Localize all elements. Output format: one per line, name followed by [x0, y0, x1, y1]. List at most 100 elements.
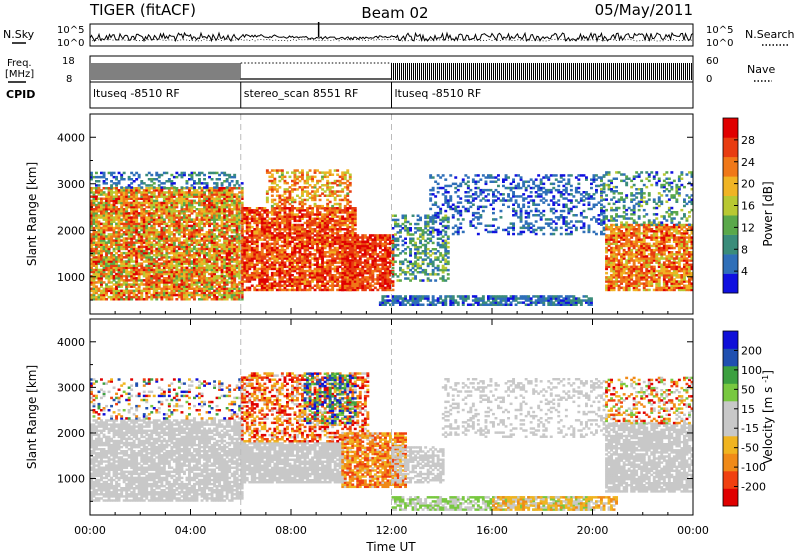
heatmap-cell: [122, 270, 126, 274]
heatmap-cell: [135, 222, 139, 226]
heatmap-cell: [117, 201, 121, 205]
heatmap-cell: [253, 232, 257, 235]
heatmap-cell: [142, 228, 146, 232]
heatmap-cell: [137, 291, 141, 295]
heatmap-cell: [293, 259, 297, 262]
heatmap-cell: [120, 274, 124, 278]
heatmap-cell: [147, 295, 151, 299]
heatmap-cell: [167, 199, 171, 203]
heatmap-cell: [341, 228, 345, 231]
heatmap-cell: [135, 191, 139, 194]
heatmap-cell: [117, 289, 121, 293]
heatmap-cell: [175, 171, 179, 175]
heatmap-cell: [240, 261, 244, 264]
heatmap-cell: [341, 219, 345, 223]
heatmap-cell: [147, 281, 151, 284]
heatmap-cell: [140, 193, 144, 196]
heatmap-cell: [230, 222, 234, 226]
heatmap-cell: [97, 208, 101, 211]
heatmap-cell: [183, 249, 186, 253]
heatmap-cell: [175, 289, 179, 293]
heatmap-cell: [326, 223, 330, 227]
heatmap-cell: [150, 201, 154, 205]
heatmap-cell: [311, 217, 315, 220]
heatmap-cell: [185, 203, 189, 207]
heatmap-cell: [311, 236, 315, 239]
heatmap-cell: [110, 220, 114, 223]
heatmap-cell: [115, 262, 119, 265]
heatmap-cell: [288, 271, 292, 275]
heatmap-cell: [167, 298, 171, 301]
heatmap-cell: [308, 288, 312, 292]
heatmap-cell: [288, 219, 292, 223]
heatmap-cell: [321, 240, 325, 243]
heatmap-cell: [218, 208, 222, 211]
heatmap-cell: [185, 277, 189, 280]
heatmap-cell: [170, 249, 174, 253]
heatmap-cell: [326, 280, 330, 283]
heatmap-cell: [167, 293, 171, 297]
heatmap-cell: [142, 254, 146, 257]
heatmap-cell: [353, 255, 357, 258]
heatmap-cell: [155, 222, 159, 226]
heatmap-cell: [288, 276, 292, 279]
heatmap-cell: [321, 215, 325, 218]
heatmap-cell: [140, 191, 144, 194]
heatmap-cell: [97, 205, 101, 209]
heatmap-cell: [145, 251, 149, 255]
heatmap-cell: [130, 272, 134, 276]
heatmap-cell: [175, 197, 179, 200]
heatmap-cell: [306, 194, 310, 197]
heatmap-cell: [210, 235, 214, 238]
heatmap-cell: [270, 173, 274, 176]
heatmap-cell: [208, 277, 212, 280]
heatmap-cell: [115, 272, 119, 276]
heatmap-cell: [175, 214, 179, 217]
heatmap-cell: [165, 224, 169, 228]
heatmap-cell: [155, 231, 159, 234]
heatmap-cell: [157, 210, 161, 213]
heatmap-cell: [326, 274, 330, 277]
heatmap-cell: [218, 178, 222, 181]
heatmap-cell: [316, 261, 320, 264]
heatmap-cell: [112, 268, 116, 272]
heatmap-cell: [210, 214, 214, 217]
heatmap-cell: [321, 280, 325, 283]
heatmap-cell: [218, 258, 222, 261]
heatmap-cell: [303, 213, 307, 216]
heatmap-cell: [203, 243, 207, 246]
heatmap-cell: [323, 171, 327, 174]
heatmap-cell: [323, 184, 327, 187]
heatmap-cell: [167, 243, 171, 246]
heatmap-cell: [193, 205, 196, 209]
heatmap-cell: [90, 258, 93, 261]
heatmap-cell: [283, 274, 287, 277]
heatmap-cell: [280, 221, 284, 225]
heatmap-cell: [311, 196, 315, 200]
heatmap-cell: [278, 234, 282, 237]
heatmap-cell: [210, 233, 214, 236]
heatmap-cell: [308, 215, 312, 218]
heatmap-cell: [273, 209, 277, 212]
heatmap-cell: [115, 208, 119, 211]
heatmap-cell: [90, 212, 93, 215]
heatmap-cell: [225, 247, 229, 251]
heatmap-cell: [238, 222, 242, 226]
heatmap-cell: [298, 257, 302, 260]
heatmap-cell: [288, 234, 292, 237]
heatmap-cell: [225, 173, 229, 177]
heatmap-cell: [127, 237, 131, 240]
heatmap-cell: [92, 241, 96, 244]
heatmap-cell: [308, 261, 312, 264]
heatmap-cell: [298, 219, 302, 223]
heatmap-cell: [203, 281, 207, 284]
heatmap-cell: [291, 179, 294, 183]
heatmap-cell: [245, 242, 249, 246]
heatmap-cell: [162, 264, 166, 267]
heatmap-cell: [130, 289, 134, 293]
heatmap-cell: [193, 291, 196, 295]
heatmap-cell: [92, 298, 96, 301]
heatmap-cell: [318, 204, 322, 208]
heatmap-cell: [147, 277, 151, 280]
heatmap-cell: [348, 232, 352, 235]
